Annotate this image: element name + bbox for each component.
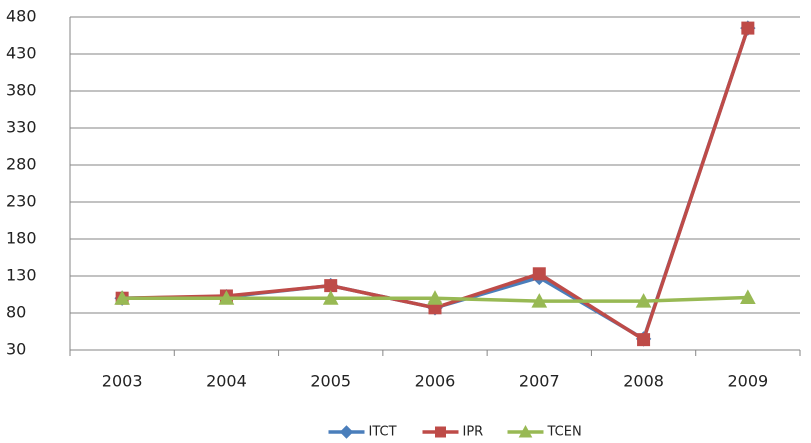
marker [740, 289, 756, 304]
marker [427, 290, 443, 305]
marker [531, 293, 548, 308]
marker [339, 425, 354, 439]
y-tick-label: 480 [6, 7, 37, 26]
x-tick-label: 2004 [206, 372, 247, 391]
marker [322, 290, 339, 305]
x-tick-label: 2008 [623, 372, 664, 391]
x-tick-label: 2005 [310, 372, 351, 391]
y-tick-label: 230 [6, 192, 37, 211]
x-tick-label: 2003 [102, 372, 143, 391]
x-tick-label: 2007 [519, 372, 560, 391]
marker [114, 290, 130, 305]
marker [324, 279, 338, 293]
marker [518, 424, 533, 438]
y-tick-label: 80 [6, 303, 26, 322]
y-tick-label: 280 [6, 155, 37, 174]
y-tick-label: 30 [6, 340, 26, 359]
legend-label: TCEN [547, 425, 582, 440]
y-tick-label: 330 [6, 118, 37, 137]
x-tick-label: 2006 [415, 372, 456, 391]
marker [741, 21, 755, 35]
marker [635, 293, 652, 308]
y-tick-label: 130 [6, 266, 37, 285]
y-tick-label: 430 [6, 44, 37, 63]
legend-label: ITCT [369, 425, 397, 440]
y-tick-label: 180 [6, 229, 37, 248]
marker [435, 426, 446, 438]
marker [218, 290, 235, 305]
marker [637, 333, 651, 347]
legend-label: IPR [463, 425, 484, 440]
y-tick-label: 380 [6, 81, 37, 100]
x-tick-label: 2009 [727, 372, 768, 391]
marker [532, 267, 546, 281]
